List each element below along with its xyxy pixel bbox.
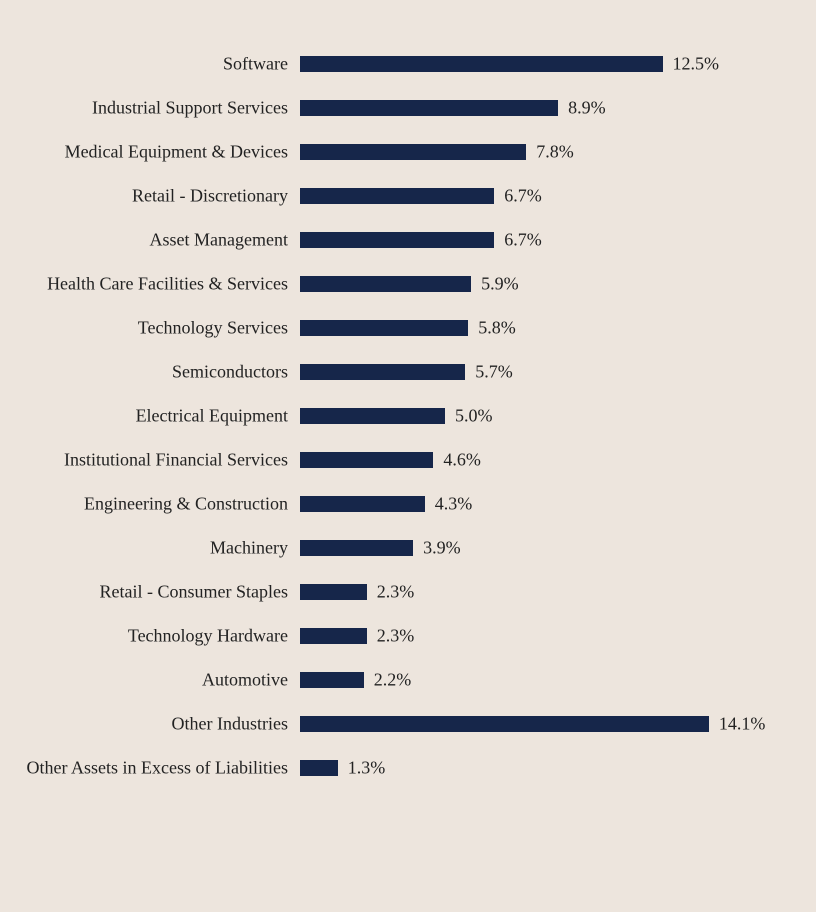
value-label: 2.3% [377, 626, 415, 647]
bar [300, 760, 338, 776]
category-label: Technology Services [138, 318, 288, 339]
bar-row: Electrical Equipment 5.0% [0, 394, 816, 438]
bar-row: Other Assets in Excess of Liabilities 1.3… [0, 746, 816, 790]
bar [300, 408, 445, 424]
bar [300, 628, 367, 644]
category-label: Technology Hardware [128, 626, 288, 647]
value-label: 3.9% [423, 538, 461, 559]
bar-row: Industrial Support Services 8.9% [0, 86, 816, 130]
category-label: Other Industries [172, 714, 288, 735]
category-label: Electrical Equipment [136, 406, 288, 427]
value-label: 2.2% [374, 670, 412, 691]
value-label: 5.8% [478, 318, 516, 339]
value-label: 5.7% [475, 362, 513, 383]
bar-row: Health Care Facilities & Services 5.9% [0, 262, 816, 306]
bar-row: Asset Management 6.7% [0, 218, 816, 262]
category-label: Other Assets in Excess of Liabilities [27, 758, 288, 779]
bar [300, 672, 364, 688]
bar-row: Automotive 2.2% [0, 658, 816, 702]
bar-row: Technology Hardware 2.3% [0, 614, 816, 658]
category-label: Automotive [202, 670, 288, 691]
category-label: Health Care Facilities & Services [47, 274, 288, 295]
bar-row: Retail - Discretionary 6.7% [0, 174, 816, 218]
bar-row: Machinery 3.9% [0, 526, 816, 570]
value-label: 8.9% [568, 98, 606, 119]
value-label: 7.8% [536, 142, 574, 163]
category-label: Asset Management [150, 230, 288, 251]
bar [300, 364, 465, 380]
category-label: Retail - Consumer Staples [100, 582, 288, 603]
bar-row: Software 12.5% [0, 42, 816, 86]
category-label: Industrial Support Services [92, 98, 288, 119]
value-label: 2.3% [377, 582, 415, 603]
category-label: Software [223, 54, 288, 75]
bar [300, 100, 558, 116]
value-label: 12.5% [673, 54, 720, 75]
bar-row: Retail - Consumer Staples 2.3% [0, 570, 816, 614]
bar-row: Institutional Financial Services 4.6% [0, 438, 816, 482]
bar [300, 452, 433, 468]
allocation-bar-chart: Software 12.5% Industrial Support Services… [0, 0, 816, 912]
bar [300, 716, 709, 732]
bar-row: Semiconductors 5.7% [0, 350, 816, 394]
value-label: 4.6% [443, 450, 481, 471]
bar [300, 540, 413, 556]
bar-row: Technology Services 5.8% [0, 306, 816, 350]
value-label: 6.7% [504, 186, 542, 207]
bar [300, 56, 663, 72]
bar [300, 232, 494, 248]
value-label: 4.3% [435, 494, 473, 515]
value-label: 1.3% [348, 758, 386, 779]
category-label: Retail - Discretionary [132, 186, 288, 207]
bar [300, 320, 468, 336]
value-label: 6.7% [504, 230, 542, 251]
bar-row: Engineering & Construction 4.3% [0, 482, 816, 526]
bar [300, 144, 526, 160]
value-label: 5.0% [455, 406, 493, 427]
bar [300, 584, 367, 600]
bar-row: Medical Equipment & Devices 7.8% [0, 130, 816, 174]
value-label: 5.9% [481, 274, 519, 295]
category-label: Medical Equipment & Devices [65, 142, 288, 163]
category-label: Institutional Financial Services [64, 450, 288, 471]
bar [300, 276, 471, 292]
category-label: Semiconductors [172, 362, 288, 383]
bar-row: Other Industries 14.1% [0, 702, 816, 746]
bar [300, 496, 425, 512]
category-label: Engineering & Construction [84, 494, 288, 515]
value-label: 14.1% [719, 714, 766, 735]
bar [300, 188, 494, 204]
category-label: Machinery [210, 538, 288, 559]
